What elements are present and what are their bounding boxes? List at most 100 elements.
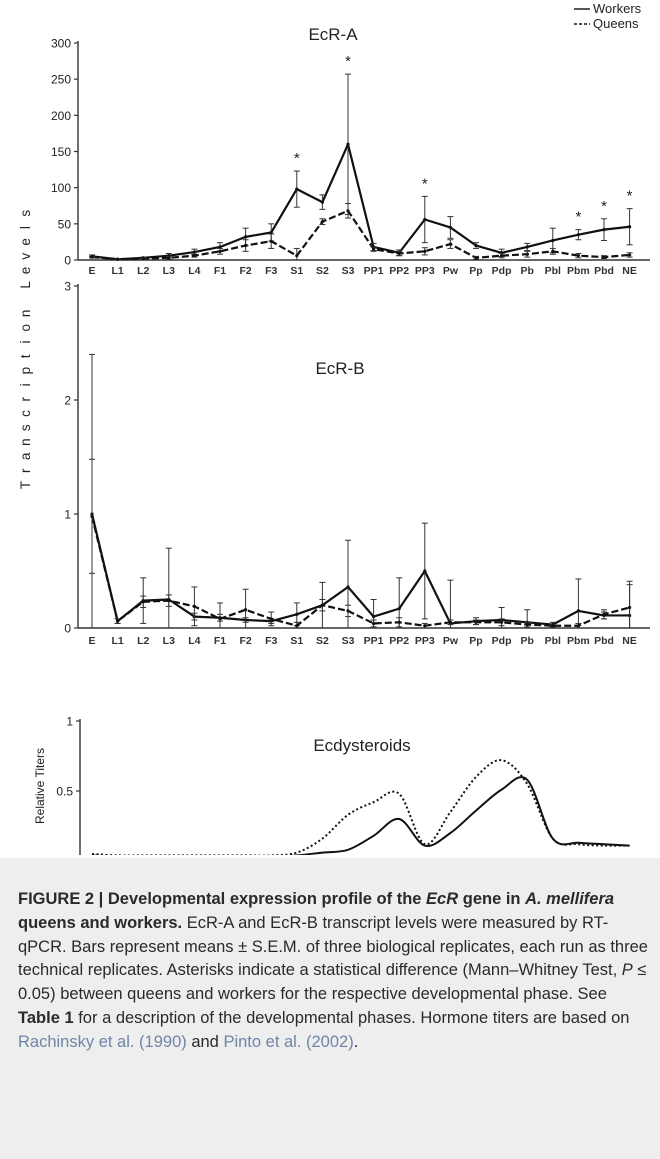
ecr-a-x-tick-label-f1: F1	[214, 265, 226, 277]
ecr-a-y-tick-label: 100	[51, 181, 71, 195]
ecr-b-x-tick-label-ne: NE	[622, 635, 637, 647]
transcription-levels-axis-label-char: T	[18, 481, 33, 489]
transcription-levels-axis-label-char: v	[18, 253, 33, 260]
ecr-a-series-workers-point-f1	[218, 245, 222, 249]
ecr-b-series-workers-point-s1	[295, 612, 299, 616]
transcription-levels-axis-label-char: i	[18, 383, 33, 386]
ecr-a-series-workers-point-s1	[295, 187, 299, 191]
ecr-a-series-queens-point-s3	[346, 209, 350, 213]
caption-reference-pinto[interactable]: Pinto et al. (2002)	[223, 1032, 354, 1051]
ecr-b-series-queens-point-e	[90, 514, 94, 518]
ecr-a-series-queens-point-l2	[141, 256, 145, 261]
ecr-a-series-workers-point-s3	[346, 142, 350, 146]
ecr-b-panel: 0 1 2 3 E L1 L2 L3 L4 F1 F2 F3 S1 S2 S3 PP1 PP2 PP3 Pw Pp Pd…	[64, 280, 650, 647]
ecr-b-series-queens-point-s3	[346, 609, 350, 613]
ecr-a-series-queens-point-pdp	[500, 254, 504, 258]
transcription-levels-axis-label-char: o	[18, 324, 33, 332]
ecr-a-y-tick-label: 250	[51, 73, 71, 87]
ecr-a-series-queens-point-f2	[244, 243, 248, 248]
ecr-a-series-queens-point-s1	[295, 254, 299, 258]
ecr-b-series-queens-point-f1	[218, 617, 222, 621]
ecr-a-x-tick-label-pp2: PP2	[389, 265, 409, 277]
ecr-b-series-queens-point-pbm	[576, 624, 581, 628]
ecr-a-series-queens-point-l3	[167, 256, 171, 260]
ecr-b-x-tick-label-f1: F1	[214, 635, 226, 647]
ecr-b-x-tick-label-pb: Pb	[520, 635, 533, 647]
ecr-a-x-tick-label-l2: L2	[137, 265, 149, 277]
transcription-levels-axis-label-char: l	[18, 226, 33, 229]
ecr-b-series-queens-point-l4	[192, 604, 196, 608]
transcription-levels-axis-label-char: n	[18, 438, 33, 446]
transcription-levels-axis-label-char: e	[18, 267, 33, 275]
caption-table-ref[interactable]: Table 1	[18, 1008, 74, 1027]
ecr-a-series-queens-point-pbd	[602, 255, 606, 259]
ecr-b-x-tick-label-pp2: PP2	[389, 635, 409, 647]
ecr-a-series-queens-point-s2	[320, 220, 324, 224]
ecr-b-y-tick-label: 0	[64, 622, 71, 636]
ecr-b-series-queens-point-l1	[116, 619, 120, 623]
ecr-b-x-tick-label-pp3: PP3	[415, 635, 435, 647]
ecr-a-y-tick-label: 150	[51, 145, 71, 159]
ecr-a-x-tick-label-f3: F3	[265, 265, 277, 277]
ecr-b-series-queens-point-s1	[295, 624, 299, 628]
ecr-a-x-tick-label-pbl: Pbl	[545, 265, 561, 277]
ecr-b-series-queens-point-pp3	[423, 624, 427, 628]
ecr-a-y-tick-label: 200	[51, 109, 71, 123]
ecr-a-series-workers-point-pbm	[576, 233, 581, 237]
ecr-a-series-workers-point-f3	[269, 230, 273, 235]
ecr-a-asterisk-s1: *	[294, 150, 300, 167]
ecr-a-x-tick-label-s3: S3	[342, 265, 355, 277]
transcription-levels-axis-label-char: r	[18, 468, 33, 473]
ecr-a-x-tick-label-f2: F2	[239, 265, 251, 277]
ecr-b-y-tick-label: 1	[64, 508, 71, 522]
transcription-levels-axis-label-char: i	[18, 341, 33, 344]
ecr-b-x-tick-label-pp1: PP1	[364, 635, 384, 647]
ecr-a-asterisk-pbd: *	[601, 198, 607, 215]
ecr-a-series-queens-point-pp1	[372, 247, 376, 251]
ecdysteroids-y-axis-label: Relative Titers	[33, 748, 47, 824]
ecr-b-x-tick-label-f2: F2	[239, 635, 251, 647]
ecr-a-series-queens-point-l1	[116, 257, 120, 261]
ecr-a-x-tick-label-l4: L4	[188, 265, 200, 277]
ecr-b-series-workers-point-pp1	[372, 615, 376, 619]
ecr-a-series-queens-point-pbm	[576, 254, 581, 258]
ecr-a-series-queens-point-l4	[192, 254, 196, 258]
ecr-a-x-tick-label-pw: Pw	[443, 265, 459, 277]
ecr-b-title: EcR-B	[315, 359, 364, 378]
ecr-a-x-tick-label-pb: Pb	[520, 265, 533, 277]
ecr-b-series-workers-point-pbm	[576, 609, 581, 613]
caption-body-5: .	[353, 1032, 359, 1051]
ecr-b-series-queens-point-pp2	[397, 620, 401, 624]
ecr-a-panel: 0 50 100 150 200 250 300 E L1 L2 L3 L4 F1 F2 F3 S1 S2 S3 P…	[51, 1, 650, 277]
ecr-b-y-tick-label: 3	[64, 280, 71, 294]
ecr-a-series-queens-point-pbl	[551, 249, 555, 253]
ecr-b-series-queens-point-ne	[628, 605, 632, 610]
ecr-b-x-tick-label-l1: L1	[111, 635, 123, 647]
ecr-a-series-workers-point-pp	[474, 243, 478, 248]
ecr-b-series-queens-point-l3	[167, 599, 171, 603]
transcription-levels-axis-label-char: r	[18, 396, 33, 401]
transcription-levels-axis-label-char: s	[18, 424, 33, 431]
ecr-b-series-queens-point-pbd	[602, 612, 606, 616]
ecr-a-series-queens-point-pp	[474, 256, 478, 260]
ecr-a-x-tick-label-pp1: PP1	[364, 265, 384, 277]
ecr-a-x-tick-label-pp: Pp	[469, 265, 482, 277]
transcription-levels-axis-label-char: e	[18, 238, 33, 246]
ecr-a-legend-label-queens: Queens	[593, 16, 639, 31]
ecr-b-series-workers-point-s3	[346, 585, 350, 589]
ecr-b-series-queens-point-pb	[525, 622, 529, 627]
ecr-b-x-tick-label-l2: L2	[137, 635, 149, 647]
ecr-a-series-workers-point-f2	[244, 235, 248, 239]
ecr-b-series-queens-point-pp1	[372, 621, 376, 626]
ecr-a-series-queens-point-f1	[218, 249, 222, 253]
ecr-b-series-queens-point-pw	[448, 620, 452, 624]
ecr-b-series-workers-point-pp3	[423, 569, 427, 573]
ecr-a-series-queens-line	[91, 209, 630, 261]
ecr-a-series-queens-point-f3	[269, 239, 273, 243]
ecr-b-x-tick-label-e: E	[88, 635, 95, 647]
ecr-a-y-tick-label: 300	[51, 37, 71, 51]
caption-reference-rachinsky[interactable]: Rachinsky et al. (1990)	[18, 1032, 187, 1051]
ecr-b-series-queens-point-s2	[320, 603, 324, 607]
ecdysteroids-series-line-1-line	[92, 776, 630, 855]
